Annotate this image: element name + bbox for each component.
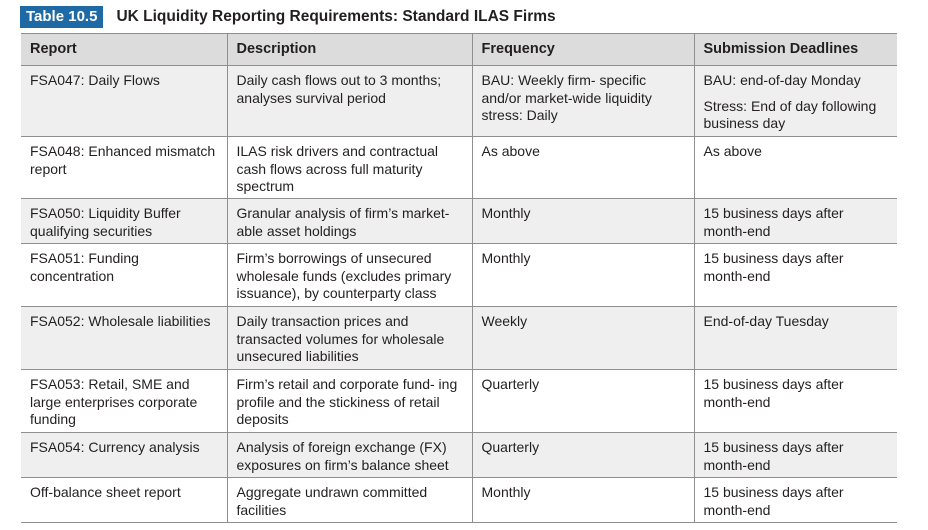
cell-frequency: BAU: Weekly firm- specific and/or market…: [471, 65, 694, 137]
table-row: FSA048: Enhanced mismatch report ILAS ri…: [21, 136, 897, 199]
table-row: FSA054: Currency analysis Analysis of fo…: [21, 432, 897, 478]
cell-deadline: 15 business days after month-end: [693, 432, 897, 478]
cell-report: FSA052: Wholesale liabilities: [21, 306, 227, 370]
cell-report: FSA047: Daily Flows: [21, 65, 227, 137]
cell-description: Firm’s borrowings of unsecured wholesale…: [226, 243, 472, 307]
header-description: Description: [226, 33, 472, 66]
deadline-bau: BAU: end-of-day Monday: [703, 72, 861, 88]
cell-description: Daily cash flows out to 3 months; analys…: [226, 65, 472, 137]
cell-frequency: Quarterly: [471, 369, 694, 433]
deadline-stress: Stress: End of day following business da…: [703, 97, 877, 132]
cell-report: FSA053: Retail, SME and large enterprise…: [21, 369, 227, 433]
cell-report: FSA048: Enhanced mismatch report: [21, 136, 227, 199]
cell-deadline: End-of-day Tuesday: [693, 306, 897, 370]
table-number-badge: Table 10.5: [20, 6, 104, 28]
table-row: Off-balance sheet report Aggregate undra…: [21, 477, 897, 523]
cell-report: Off-balance sheet report: [21, 477, 227, 523]
cell-report: FSA050: Liquidity Buffer qualifying secu…: [21, 198, 227, 244]
cell-deadline: As above: [693, 136, 897, 199]
cell-deadline: 15 business days after month-end: [693, 243, 897, 307]
header-report: Report: [21, 33, 227, 66]
cell-description: Daily transaction prices and transacted …: [226, 306, 472, 370]
table-row: FSA052: Wholesale liabilities Daily tran…: [21, 306, 897, 370]
cell-frequency: Monthly: [471, 198, 694, 244]
table-title: UK Liquidity Reporting Requirements: Sta…: [116, 8, 556, 25]
cell-frequency: As above: [471, 136, 694, 199]
cell-frequency: Monthly: [471, 477, 694, 523]
header-frequency: Frequency: [471, 33, 694, 66]
table-row: FSA053: Retail, SME and large enterprise…: [21, 369, 897, 433]
cell-description: ILAS risk drivers and contractual cash f…: [226, 136, 472, 199]
cell-deadline: 15 business days after month-end: [693, 198, 897, 244]
table-row: FSA050: Liquidity Buffer qualifying secu…: [21, 198, 897, 244]
header-row: Report Description Frequency Submission …: [21, 33, 897, 66]
cell-deadline: BAU: end-of-day Monday Stress: End of da…: [693, 65, 897, 137]
cell-frequency: Quarterly: [471, 432, 694, 478]
cell-report: FSA051: Funding concentration: [21, 243, 227, 307]
cell-deadline: 15 business days after month-end: [693, 369, 897, 433]
header-deadlines: Submission Deadlines: [693, 33, 897, 66]
cell-description: Analysis of foreign exchange (FX) exposu…: [226, 432, 472, 478]
table-caption: Table 10.5 UK Liquidity Reporting Requir…: [20, 6, 556, 28]
cell-deadline: 15 business days after month-end: [693, 477, 897, 523]
cell-frequency: Monthly: [471, 243, 694, 307]
cell-frequency: Weekly: [471, 306, 694, 370]
liquidity-reporting-table: Report Description Frequency Submission …: [21, 33, 897, 523]
cell-description: Aggregate undrawn committed facilities: [226, 477, 472, 523]
table-row: FSA047: Daily Flows Daily cash flows out…: [21, 65, 897, 137]
cell-description: Granular analysis of firm’s market- able…: [226, 198, 472, 244]
cell-description: Firm’s retail and corporate fund- ing pr…: [226, 369, 472, 433]
table-row: FSA051: Funding concentration Firm’s bor…: [21, 243, 897, 307]
cell-report: FSA054: Currency analysis: [21, 432, 227, 478]
